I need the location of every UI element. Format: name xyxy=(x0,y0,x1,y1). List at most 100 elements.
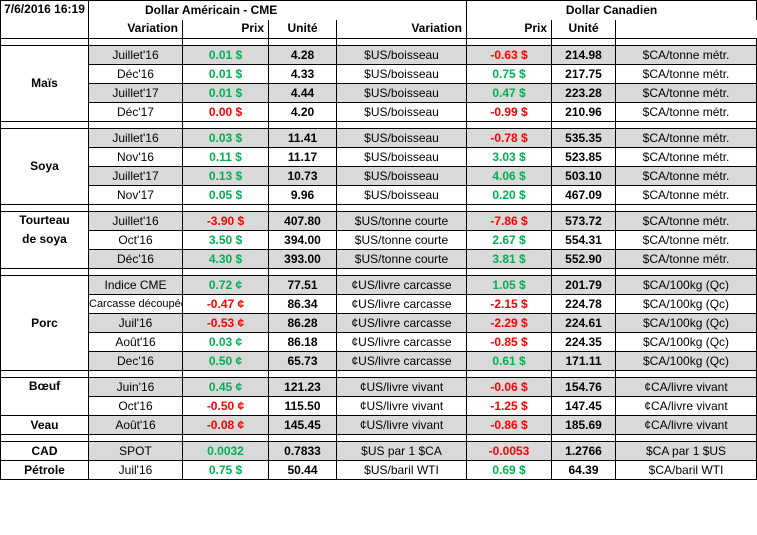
ca-unit-cell: $CA/tonne métr. xyxy=(615,147,757,167)
ca-price-cell: 224.61 xyxy=(551,313,617,333)
us-variation-cell: -0.50 ¢ xyxy=(182,396,269,416)
ca-price-cell: 214.98 xyxy=(551,45,617,65)
ca-price-cell: 223.28 xyxy=(551,83,617,103)
us-price-cell: 50.44 xyxy=(268,460,337,480)
us-variation-cell: -0.08 ¢ xyxy=(182,415,269,435)
contract-cell: Oct'16 xyxy=(88,396,183,416)
ca-price-cell: 217.75 xyxy=(551,64,617,84)
us-variation-cell: 0.13 $ xyxy=(182,166,269,186)
ca-variation-cell: 0.47 $ xyxy=(466,83,553,103)
separator-cell xyxy=(88,370,183,378)
us-variation-cell: 0.01 $ xyxy=(182,83,269,103)
ca-price-cell: 467.09 xyxy=(551,185,617,205)
us-variation-cell: 0.05 $ xyxy=(182,185,269,205)
commodity-label: CAD xyxy=(0,441,89,461)
contract-cell: Nov'17 xyxy=(88,185,183,205)
separator-cell xyxy=(88,204,183,212)
table-row: Déc'16 0.01 $4.33 $US/boisseau 0.75 $217.75… xyxy=(1,64,757,84)
separator-cell xyxy=(182,121,269,129)
table-body: 7/6/2016 16:19 Dollar Américain - CME Do… xyxy=(0,0,757,480)
ca-variation-cell: -0.78 $ xyxy=(466,128,553,148)
us-price-cell: 115.50 xyxy=(268,396,337,416)
us-unit-cell: $US/boisseau xyxy=(335,64,468,84)
table-row: Dec'16 0.50 ¢ 65.73 ¢US/livre carcasse 0.61 … xyxy=(1,351,757,371)
separator-cell xyxy=(615,204,757,212)
ca-price-cell: 535.35 xyxy=(551,128,617,148)
ca-unit-cell: $CA par 1 $US xyxy=(615,441,757,461)
table-row: Déc'16 4.30 $393.00 $US/tonne courte 3.81 $… xyxy=(1,249,757,269)
separator-cell xyxy=(551,38,617,46)
ca-variation-cell: 0.75 $ xyxy=(466,64,553,84)
us-price-cell: 393.00 xyxy=(268,249,337,269)
us-variation-cell: 0.00 $ xyxy=(182,102,269,122)
section-separator xyxy=(0,370,757,378)
ca-price-cell: 554.31 xyxy=(551,230,617,250)
table-row: Veau Août'16 -0.08 ¢ 145.45 ¢US/livre vivant… xyxy=(0,415,757,435)
ca-variation-cell: 0.20 $ xyxy=(466,185,553,205)
ca-price-cell: 503.10 xyxy=(551,166,617,186)
ca-unit-cell: $CA/100kg (Qc) xyxy=(615,294,757,314)
us-price-cell: 77.51 xyxy=(268,275,337,295)
contract-cell: Juillet'17 xyxy=(88,83,183,103)
us-unit-cell: ¢US/livre carcasse xyxy=(335,351,468,371)
us-variation-cell: 4.30 $ xyxy=(182,249,269,269)
ca-price-cell: 147.45 xyxy=(551,396,617,416)
ca-price-cell: 573.72 xyxy=(551,211,617,231)
table-row: Porc Indice CME 0.72 ¢ 77.51 ¢US/livre carca… xyxy=(0,275,757,371)
commodity-label-veal: Veau xyxy=(0,415,89,435)
separator-cell xyxy=(88,434,183,442)
us-price-cell: 121.23 xyxy=(268,377,337,397)
us-variation-cell: -0.47 ¢ xyxy=(182,294,269,314)
us-unit-cell: ¢US/livre carcasse xyxy=(335,313,468,333)
ca-variation-cell: 3.03 $ xyxy=(466,147,553,167)
us-price-cell: 4.20 xyxy=(268,102,337,122)
table-row: Carcasse découpée -0.47 ¢ 86.34 ¢US/livre c… xyxy=(1,294,757,314)
us-variation-cell: 0.03 ¢ xyxy=(182,332,269,352)
table-row: Nov'16 0.11 $11.17 $US/boisseau 3.03 $523.8… xyxy=(1,147,757,167)
us-unit-cell: $US/boisseau xyxy=(335,83,468,103)
us-price-cell: 0.7833 xyxy=(268,441,337,461)
us-price-cell: 4.44 xyxy=(268,83,337,103)
separator-cell xyxy=(466,204,553,212)
separator-cell xyxy=(268,204,337,212)
us-unit-cell: $US par 1 $CA xyxy=(335,441,468,461)
us-price-cell: 145.45 xyxy=(268,415,337,435)
separator-cell xyxy=(182,268,269,276)
separator-cell xyxy=(335,268,468,276)
us-variation-cell: 0.03 $ xyxy=(182,128,269,148)
us-unit-cell: $US/boisseau xyxy=(335,185,468,205)
us-unit-cell: ¢US/livre vivant xyxy=(335,377,468,397)
commodity-label: Porc xyxy=(0,275,89,371)
us-variation-cell: 0.11 $ xyxy=(182,147,269,167)
contract-cell: Juin'16 xyxy=(88,377,183,397)
ca-price-cell: 523.85 xyxy=(551,147,617,167)
contract-cell: Carcasse découpée xyxy=(88,294,183,314)
ca-variation-cell: -0.0053 xyxy=(466,441,553,461)
separator-cell xyxy=(335,434,468,442)
us-price-cell: 86.34 xyxy=(268,294,337,314)
ca-unit-cell: ¢CA/livre vivant xyxy=(615,396,757,416)
section-separator xyxy=(0,204,757,212)
separator-cell xyxy=(466,38,553,46)
us-unit-header: Unité xyxy=(268,19,337,39)
ca-unit-cell: $CA/tonne métr. xyxy=(615,64,757,84)
separator-cell xyxy=(0,121,89,129)
ca-unit-cell: $CA/tonne métr. xyxy=(615,166,757,186)
section-separator xyxy=(0,268,757,276)
separator-cell xyxy=(182,434,269,442)
separator-cell xyxy=(182,204,269,212)
us-price-cell: 86.28 xyxy=(268,313,337,333)
us-price-cell: 11.41 xyxy=(268,128,337,148)
ca-unit-cell: $CA/100kg (Qc) xyxy=(615,313,757,333)
table-row: Juillet'17 0.01 $4.44 $US/boisseau 0.47 $22… xyxy=(1,83,757,103)
us-price-cell: 4.28 xyxy=(268,45,337,65)
ca-price-cell: 210.96 xyxy=(551,102,617,122)
contract-cell: Juil'16 xyxy=(88,313,183,333)
ca-unit-cell: $CA/tonne métr. xyxy=(615,45,757,65)
us-unit-cell: ¢US/livre vivant xyxy=(335,396,468,416)
us-variation-header: Variation xyxy=(88,19,183,39)
us-unit-cell: ¢US/livre vivant xyxy=(335,415,468,435)
datetime-cell: 7/6/2016 16:19 xyxy=(0,0,89,39)
us-dollar-group-title: Dollar Américain - CME xyxy=(87,0,468,20)
ca-price-cell: 552.90 xyxy=(551,249,617,269)
